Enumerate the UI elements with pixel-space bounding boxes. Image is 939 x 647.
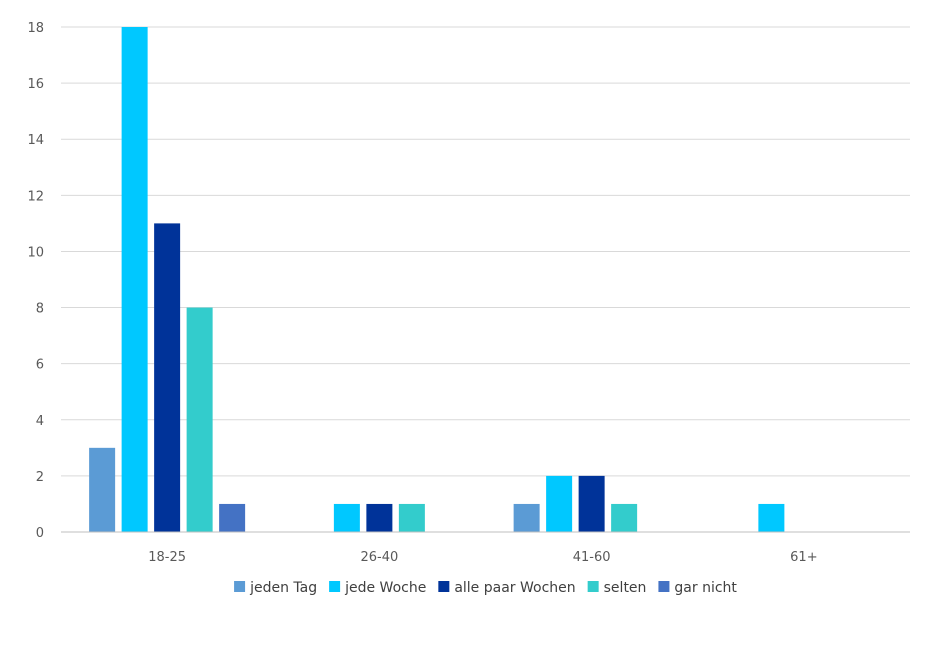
bar-jeden-tag-41-60 [513, 503, 540, 532]
legend-swatch [587, 581, 599, 592]
bar-jede-woche-18-25 [121, 27, 148, 532]
axes: 0 2 4 6 8 10 12 14 16 18 18-25 26-40 41-60 61+ [27, 21, 910, 565]
y-tick-label: 0 [36, 526, 44, 541]
legend-item: jede Woche [329, 580, 426, 596]
y-tick-label: 12 [27, 189, 44, 204]
bar-alle-paar-wochen-26-40 [366, 503, 393, 532]
bar-gar-nicht-18-25 [219, 503, 246, 532]
bar-jede-woche-61+ [758, 503, 785, 532]
legend-swatch [658, 581, 670, 592]
legend-item: jeden Tag [234, 580, 317, 596]
y-tick-label: 18 [27, 21, 44, 36]
bar-selten-18-25 [186, 307, 213, 532]
bar-jede-woche-26-40 [333, 503, 360, 532]
legend-item: alle paar Wochen [438, 580, 576, 596]
x-tick-label: 61+ [790, 550, 817, 565]
bar-jeden-tag-18-25 [89, 447, 116, 532]
legend-item: gar nicht [658, 580, 737, 596]
y-tick-label: 14 [27, 133, 44, 148]
legend-label: gar nicht [674, 580, 737, 596]
legend-swatch [438, 581, 450, 592]
y-tick-label: 10 [27, 245, 44, 260]
x-tick-label: 18-25 [148, 550, 186, 565]
y-tick-label: 16 [27, 77, 44, 92]
bars [89, 27, 785, 532]
legend-label: selten [604, 580, 647, 596]
bar-selten-26-40 [398, 503, 425, 532]
y-tick-label: 2 [36, 470, 44, 485]
legend-label: jeden Tag [249, 580, 317, 596]
y-tick-label: 8 [36, 302, 44, 317]
y-tick-label: 6 [36, 358, 44, 373]
x-tick-label: 26-40 [360, 550, 398, 565]
y-tick-label: 4 [36, 414, 44, 429]
legend-swatch [329, 581, 341, 592]
legend-label: alle paar Wochen [454, 580, 575, 596]
x-tick-label: 41-60 [573, 550, 611, 565]
bar-selten-41-60 [611, 503, 638, 532]
bar-alle-paar-wochen-41-60 [578, 475, 605, 532]
legend-label: jede Woche [344, 580, 426, 596]
bar-jede-woche-41-60 [546, 475, 573, 532]
legend-swatch [234, 581, 246, 592]
legend-item: selten [587, 580, 647, 596]
legend: jeden Tag jede Woche alle paar Wochen selte… [234, 580, 737, 596]
bar-alle-paar-wochen-18-25 [154, 223, 181, 532]
